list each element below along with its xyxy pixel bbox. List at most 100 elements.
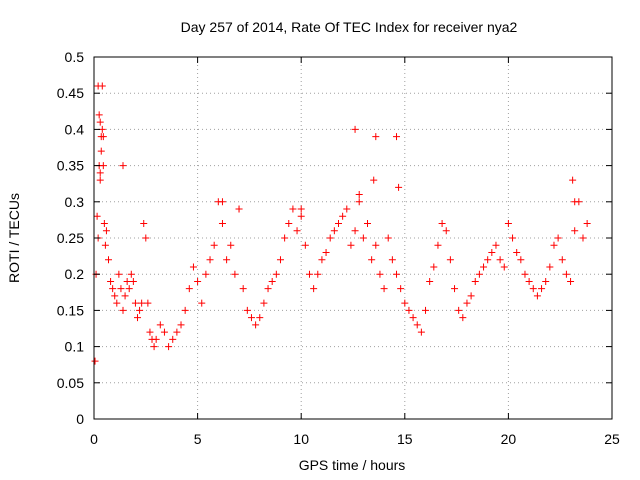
data-point bbox=[395, 183, 403, 191]
data-point bbox=[397, 285, 405, 293]
data-point bbox=[93, 212, 101, 220]
y-tick-label: 0.35 bbox=[57, 158, 84, 174]
y-axis-label: ROTI / TECUs bbox=[6, 193, 22, 283]
data-point bbox=[125, 285, 133, 293]
data-point bbox=[314, 270, 322, 278]
data-point bbox=[393, 133, 401, 141]
data-point bbox=[393, 270, 401, 278]
data-point bbox=[430, 263, 438, 271]
data-point bbox=[571, 227, 579, 235]
data-point bbox=[509, 234, 517, 242]
x-tick-label: 25 bbox=[604, 431, 620, 447]
data-point bbox=[165, 343, 173, 351]
data-point bbox=[351, 125, 359, 133]
data-point bbox=[504, 220, 512, 228]
data-point bbox=[347, 241, 355, 249]
data-point bbox=[272, 270, 280, 278]
data-point bbox=[289, 205, 297, 213]
data-point bbox=[496, 256, 504, 264]
y-tick-label: 0.1 bbox=[65, 339, 85, 355]
data-point bbox=[107, 277, 115, 285]
data-point bbox=[218, 198, 226, 206]
data-point bbox=[206, 256, 214, 264]
y-tick-label: 0.5 bbox=[65, 49, 85, 65]
y-tick-label: 0.45 bbox=[57, 85, 84, 101]
data-point bbox=[134, 314, 142, 322]
data-point bbox=[138, 299, 146, 307]
data-point bbox=[113, 299, 121, 307]
data-point bbox=[583, 220, 591, 228]
y-tick-label: 0.3 bbox=[65, 194, 85, 210]
data-point bbox=[417, 328, 425, 336]
data-point bbox=[144, 299, 152, 307]
data-point bbox=[459, 314, 467, 322]
data-point bbox=[189, 263, 197, 271]
data-point bbox=[401, 299, 409, 307]
data-point bbox=[102, 227, 110, 235]
data-point bbox=[119, 162, 127, 170]
data-point bbox=[384, 234, 392, 242]
data-point bbox=[451, 285, 459, 293]
data-point bbox=[475, 270, 483, 278]
data-point bbox=[140, 220, 148, 228]
data-point bbox=[426, 277, 434, 285]
data-point bbox=[152, 335, 160, 343]
x-tick-label: 20 bbox=[501, 431, 517, 447]
data-point bbox=[546, 263, 554, 271]
data-point bbox=[156, 321, 164, 329]
data-point bbox=[446, 256, 454, 264]
data-point bbox=[210, 241, 218, 249]
x-tick-label: 15 bbox=[397, 431, 413, 447]
data-point bbox=[380, 285, 388, 293]
data-point bbox=[567, 277, 575, 285]
data-point bbox=[173, 328, 181, 336]
data-point bbox=[127, 270, 135, 278]
data-point bbox=[276, 256, 284, 264]
data-point bbox=[376, 270, 384, 278]
data-point bbox=[105, 256, 113, 264]
data-point bbox=[185, 285, 193, 293]
data-point bbox=[111, 292, 119, 300]
data-point bbox=[388, 256, 396, 264]
data-point bbox=[550, 241, 558, 249]
data-point bbox=[109, 285, 117, 293]
data-point bbox=[525, 277, 533, 285]
data-point bbox=[442, 227, 450, 235]
x-tick-label: 10 bbox=[293, 431, 309, 447]
data-point bbox=[467, 292, 475, 300]
data-point bbox=[119, 306, 127, 314]
data-point bbox=[413, 321, 421, 329]
data-point bbox=[330, 227, 338, 235]
data-point bbox=[533, 292, 541, 300]
data-point bbox=[293, 227, 301, 235]
data-point bbox=[142, 234, 150, 242]
data-point bbox=[198, 299, 206, 307]
data-point bbox=[243, 306, 251, 314]
data-point bbox=[579, 234, 587, 242]
data-point bbox=[268, 277, 276, 285]
data-point bbox=[554, 234, 562, 242]
data-point bbox=[100, 220, 108, 228]
data-point bbox=[235, 205, 243, 213]
data-point bbox=[364, 220, 372, 228]
data-point bbox=[239, 285, 247, 293]
data-point bbox=[334, 220, 342, 228]
data-point bbox=[355, 191, 363, 199]
data-point bbox=[562, 270, 570, 278]
data-point bbox=[96, 176, 104, 184]
data-point bbox=[99, 133, 107, 141]
data-point bbox=[223, 256, 231, 264]
data-point bbox=[115, 270, 123, 278]
data-point bbox=[438, 220, 446, 228]
data-point bbox=[409, 314, 417, 322]
data-point bbox=[95, 111, 103, 119]
data-point bbox=[558, 256, 566, 264]
data-point bbox=[500, 263, 508, 271]
data-point bbox=[301, 241, 309, 249]
data-point bbox=[252, 321, 260, 329]
data-point bbox=[136, 306, 144, 314]
data-point bbox=[343, 205, 351, 213]
data-point bbox=[326, 234, 334, 242]
data-point bbox=[281, 234, 289, 242]
